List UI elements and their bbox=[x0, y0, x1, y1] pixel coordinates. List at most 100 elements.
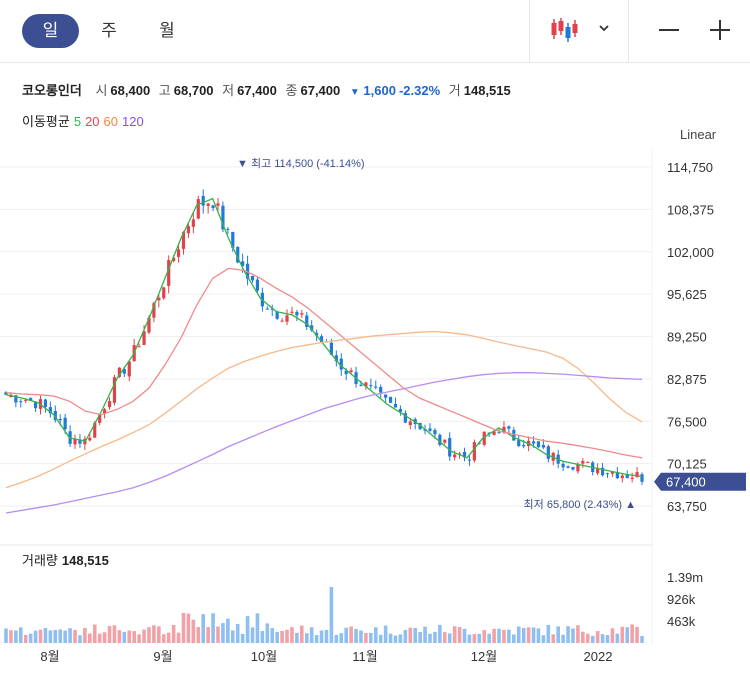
candle-body bbox=[512, 429, 516, 441]
volume-bar bbox=[334, 634, 339, 643]
volume-bar bbox=[275, 631, 279, 643]
candle-body bbox=[640, 474, 644, 482]
volume-bar bbox=[280, 630, 284, 643]
candle-body bbox=[305, 315, 309, 327]
volume-bar bbox=[290, 627, 294, 643]
candle-body bbox=[408, 421, 412, 426]
candle-body bbox=[226, 228, 230, 230]
candle-body bbox=[112, 377, 117, 403]
y-tick-label: 82,875 bbox=[667, 372, 707, 387]
high-value: 68,700 bbox=[173, 83, 214, 98]
x-tick-label: 9월 bbox=[153, 649, 172, 664]
minus-icon[interactable] bbox=[655, 16, 683, 44]
candle-body bbox=[78, 439, 82, 444]
volume-bar bbox=[107, 626, 112, 643]
volume-bar bbox=[521, 628, 526, 643]
volume-bar bbox=[216, 626, 220, 643]
candle-body bbox=[48, 407, 52, 414]
y-tick-label: 76,500 bbox=[667, 414, 707, 429]
candle-body bbox=[280, 320, 284, 322]
candle-body bbox=[630, 477, 634, 480]
volume-bar bbox=[186, 613, 191, 643]
volume-bar bbox=[181, 612, 186, 643]
candle-body bbox=[295, 311, 299, 316]
ma60-line bbox=[5, 330, 643, 489]
candle-body bbox=[462, 451, 467, 458]
high-label: 고 bbox=[158, 83, 171, 98]
candlestick-icon[interactable] bbox=[550, 17, 578, 43]
candle-body bbox=[379, 387, 383, 393]
candle-body bbox=[349, 370, 353, 373]
chevron-down-icon[interactable] bbox=[597, 21, 611, 35]
volume-bar bbox=[418, 632, 422, 643]
volume-bar bbox=[147, 627, 151, 643]
candle-body bbox=[438, 434, 442, 445]
volume-bar bbox=[585, 633, 590, 643]
candle-body bbox=[172, 257, 176, 262]
candle-body bbox=[625, 474, 629, 479]
candle-body bbox=[487, 432, 491, 434]
candle-body bbox=[265, 308, 269, 310]
volume-bar bbox=[83, 628, 87, 643]
volume-bar bbox=[339, 633, 344, 643]
volume-bar bbox=[359, 630, 363, 643]
volume-bar bbox=[433, 631, 437, 643]
y-tick-label: 70,125 bbox=[667, 457, 707, 472]
volume-bar bbox=[487, 633, 491, 643]
volume-bar bbox=[595, 631, 600, 643]
tab-weekly[interactable]: 주 bbox=[101, 21, 117, 40]
candle-body bbox=[201, 196, 205, 206]
candle-body bbox=[319, 336, 324, 343]
plus-icon[interactable] bbox=[706, 16, 734, 44]
candle-body bbox=[14, 395, 18, 403]
volume-bar bbox=[472, 634, 477, 643]
volume-bar bbox=[403, 630, 408, 643]
tab-daily[interactable]: 일 bbox=[22, 14, 79, 48]
candle-body bbox=[157, 297, 161, 301]
y-tick-label: 108,375 bbox=[667, 202, 714, 217]
candle-body bbox=[517, 439, 521, 447]
candle-body bbox=[315, 332, 319, 336]
candle-body bbox=[167, 260, 171, 286]
candle-body bbox=[586, 461, 590, 463]
volume-bar bbox=[314, 635, 319, 643]
ma20-line bbox=[5, 267, 643, 459]
volume-bar bbox=[142, 629, 146, 643]
volume-bar bbox=[373, 627, 378, 643]
open-label: 시 bbox=[95, 83, 108, 98]
volume-bar bbox=[43, 628, 48, 643]
candle-body bbox=[502, 426, 506, 432]
volume-bar bbox=[428, 633, 432, 643]
volume-bar bbox=[477, 633, 482, 643]
y-tick-label: 114,750 bbox=[667, 160, 713, 175]
tab-monthly[interactable]: 월 bbox=[159, 21, 175, 40]
candle-body bbox=[270, 308, 274, 310]
volume-bar bbox=[600, 634, 605, 643]
volume-tick-label: 463k bbox=[667, 614, 696, 629]
candle-body bbox=[448, 438, 452, 457]
volume-bar bbox=[457, 626, 462, 643]
ma120-line bbox=[5, 372, 643, 514]
candle-body bbox=[541, 444, 545, 448]
quote-summary: 코오롱인더 시 68,400 고 68,700 저 67,400 종 67,400 ▼ … bbox=[22, 80, 511, 99]
candle-body bbox=[53, 411, 57, 421]
current-price-label: 67,400 bbox=[666, 475, 706, 490]
x-tick-label: 11월 bbox=[352, 649, 377, 664]
candle-body bbox=[24, 399, 28, 401]
volume-bar bbox=[211, 613, 215, 643]
candle-body bbox=[492, 431, 496, 435]
candle-body bbox=[433, 429, 437, 435]
candle-body bbox=[236, 246, 240, 263]
candle-body bbox=[152, 303, 156, 318]
volume-bar bbox=[507, 629, 511, 643]
volume-bar bbox=[369, 632, 373, 643]
volume-bar bbox=[117, 630, 122, 643]
candles bbox=[4, 189, 644, 643]
candle-body bbox=[211, 205, 215, 209]
volume-bar bbox=[78, 635, 82, 643]
volume-bar bbox=[38, 629, 43, 643]
volume-tick-label: 926k bbox=[667, 592, 696, 607]
scale-type-button[interactable]: Linear bbox=[680, 127, 717, 142]
volume-bar bbox=[270, 628, 275, 643]
